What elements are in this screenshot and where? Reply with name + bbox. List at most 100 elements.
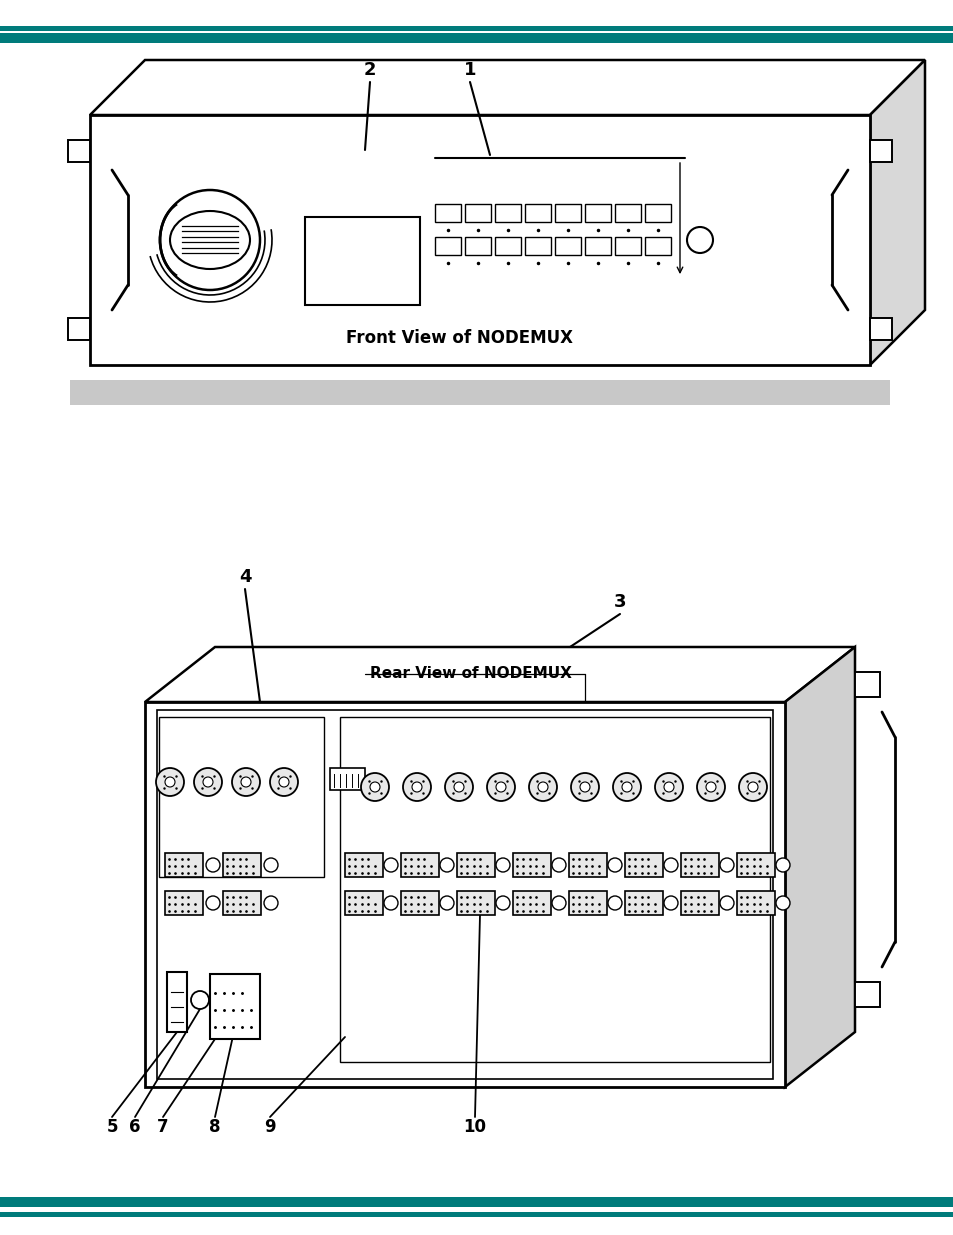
Bar bbox=[680, 890, 719, 915]
Text: 6: 6 bbox=[129, 1118, 141, 1136]
Bar bbox=[624, 853, 662, 877]
Bar bbox=[495, 237, 520, 254]
Bar bbox=[854, 982, 879, 1007]
Bar bbox=[524, 204, 551, 222]
Text: Rear View of NODEMUX: Rear View of NODEMUX bbox=[370, 667, 571, 682]
Bar bbox=[568, 890, 606, 915]
Bar bbox=[167, 972, 187, 1032]
Bar bbox=[869, 140, 891, 162]
Circle shape bbox=[663, 897, 678, 910]
Polygon shape bbox=[784, 647, 854, 1087]
Circle shape bbox=[193, 768, 222, 797]
Bar bbox=[70, 380, 889, 405]
Bar bbox=[330, 768, 365, 790]
Bar bbox=[305, 217, 419, 305]
Circle shape bbox=[384, 858, 397, 872]
Circle shape bbox=[278, 777, 289, 787]
Bar bbox=[435, 204, 460, 222]
Circle shape bbox=[439, 858, 454, 872]
Bar bbox=[584, 204, 610, 222]
Polygon shape bbox=[90, 61, 924, 115]
Text: 2: 2 bbox=[363, 61, 375, 79]
Text: Front View of NODEMUX: Front View of NODEMUX bbox=[346, 329, 573, 347]
Circle shape bbox=[720, 897, 733, 910]
Circle shape bbox=[739, 773, 766, 802]
Text: 3: 3 bbox=[613, 593, 625, 611]
Circle shape bbox=[613, 773, 640, 802]
Circle shape bbox=[496, 858, 510, 872]
Circle shape bbox=[571, 773, 598, 802]
Circle shape bbox=[486, 773, 515, 802]
Bar bbox=[90, 115, 869, 366]
Circle shape bbox=[775, 897, 789, 910]
Text: 10: 10 bbox=[463, 1118, 486, 1136]
Circle shape bbox=[686, 227, 712, 253]
Bar bbox=[400, 890, 438, 915]
Circle shape bbox=[206, 897, 220, 910]
Circle shape bbox=[663, 782, 673, 792]
Text: 8: 8 bbox=[209, 1118, 220, 1136]
Ellipse shape bbox=[170, 211, 250, 269]
Circle shape bbox=[370, 782, 379, 792]
Circle shape bbox=[697, 773, 724, 802]
Bar bbox=[624, 890, 662, 915]
Bar bbox=[339, 718, 769, 1062]
Bar bbox=[513, 853, 551, 877]
Bar bbox=[345, 853, 382, 877]
Circle shape bbox=[264, 858, 277, 872]
Circle shape bbox=[160, 190, 260, 290]
Bar bbox=[456, 890, 495, 915]
Bar bbox=[223, 853, 261, 877]
Bar bbox=[615, 237, 640, 254]
Circle shape bbox=[705, 782, 716, 792]
Circle shape bbox=[552, 897, 565, 910]
Bar bbox=[464, 204, 491, 222]
Circle shape bbox=[454, 782, 463, 792]
Circle shape bbox=[621, 782, 631, 792]
Circle shape bbox=[241, 777, 251, 787]
Bar bbox=[0, 26, 953, 31]
Circle shape bbox=[360, 773, 389, 802]
Circle shape bbox=[720, 858, 733, 872]
Circle shape bbox=[191, 990, 209, 1009]
Bar bbox=[644, 237, 670, 254]
Bar bbox=[644, 204, 670, 222]
Text: 9: 9 bbox=[264, 1118, 275, 1136]
Circle shape bbox=[156, 768, 184, 797]
Bar bbox=[345, 890, 382, 915]
Bar bbox=[400, 853, 438, 877]
Circle shape bbox=[384, 897, 397, 910]
Circle shape bbox=[537, 782, 547, 792]
Bar bbox=[680, 853, 719, 877]
Bar bbox=[456, 853, 495, 877]
Bar bbox=[737, 890, 774, 915]
Circle shape bbox=[747, 782, 758, 792]
Bar bbox=[165, 890, 203, 915]
Bar bbox=[737, 853, 774, 877]
Circle shape bbox=[270, 768, 297, 797]
Text: 5: 5 bbox=[106, 1118, 117, 1136]
Circle shape bbox=[663, 858, 678, 872]
Text: 1: 1 bbox=[463, 61, 476, 79]
Bar bbox=[0, 1212, 953, 1216]
Circle shape bbox=[264, 897, 277, 910]
Bar bbox=[210, 974, 260, 1039]
Polygon shape bbox=[145, 647, 854, 701]
Bar bbox=[435, 237, 460, 254]
Bar bbox=[854, 672, 879, 697]
Circle shape bbox=[203, 777, 213, 787]
Bar bbox=[513, 890, 551, 915]
Circle shape bbox=[775, 858, 789, 872]
Bar bbox=[145, 701, 784, 1087]
Bar bbox=[464, 237, 491, 254]
Circle shape bbox=[412, 782, 421, 792]
Bar bbox=[495, 204, 520, 222]
Bar bbox=[223, 890, 261, 915]
Circle shape bbox=[206, 858, 220, 872]
Bar bbox=[555, 237, 580, 254]
Circle shape bbox=[552, 858, 565, 872]
Bar bbox=[0, 33, 953, 43]
Circle shape bbox=[529, 773, 557, 802]
Bar bbox=[157, 710, 772, 1079]
Bar bbox=[568, 853, 606, 877]
